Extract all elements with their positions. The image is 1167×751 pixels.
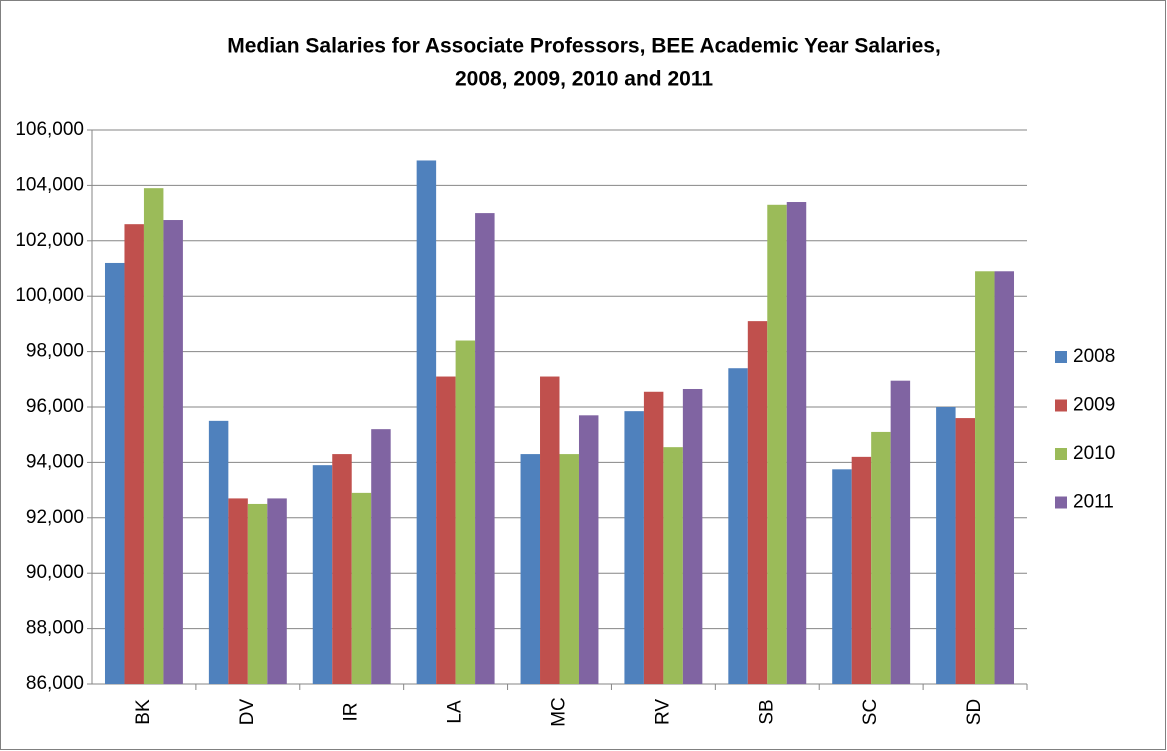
x-tick-label: LA <box>445 700 466 724</box>
legend-swatch <box>1055 496 1067 509</box>
bar <box>747 321 768 684</box>
bar <box>416 160 437 685</box>
x-tick-label: SD <box>964 699 985 725</box>
bar <box>332 454 352 684</box>
legend-swatch <box>1055 448 1067 460</box>
bar <box>475 213 495 684</box>
x-tick-label: IR <box>341 703 362 722</box>
bar <box>786 202 807 684</box>
y-tick-label: 104,000 <box>15 174 84 195</box>
bar <box>163 220 183 684</box>
bar <box>267 498 287 684</box>
legend-label: 2010 <box>1073 443 1115 464</box>
y-tick-label: 100,000 <box>15 285 84 306</box>
bar <box>832 469 852 684</box>
bar <box>351 492 372 684</box>
bar <box>890 380 911 684</box>
x-tick-label: MC <box>549 697 570 727</box>
x-tick-label: DV <box>237 698 258 725</box>
chart-title: Median Salaries for Associate Professors… <box>227 35 941 58</box>
y-tick-label: 94,000 <box>26 451 84 472</box>
y-tick-label: 92,000 <box>26 507 84 528</box>
x-tick-label: RV <box>652 699 673 725</box>
legend-label: 2011 <box>1073 492 1114 513</box>
legend-swatch <box>1055 351 1067 363</box>
bar <box>975 271 995 684</box>
legend-label: 2008 <box>1073 346 1115 367</box>
x-tick-label: BK <box>133 699 154 725</box>
bar <box>371 429 391 684</box>
chart-subtitle: 2008, 2009, 2010 and 2011 <box>455 68 713 91</box>
y-tick-label: 98,000 <box>26 341 84 362</box>
bar <box>578 415 599 684</box>
y-tick-label: 102,000 <box>15 230 84 251</box>
bar <box>728 368 748 684</box>
bar <box>682 388 703 684</box>
bar <box>871 431 891 684</box>
bar <box>436 376 456 684</box>
bar <box>994 271 1015 684</box>
legend-swatch <box>1055 399 1067 412</box>
y-tick-label: 86,000 <box>26 673 84 694</box>
bar <box>228 498 248 684</box>
bar <box>540 376 560 684</box>
y-tick-label: 96,000 <box>26 396 84 417</box>
x-tick-label: SC <box>860 699 881 725</box>
bar <box>104 262 125 684</box>
bar <box>851 456 872 684</box>
bar <box>663 447 683 684</box>
bar <box>955 418 976 684</box>
legend-label: 2009 <box>1073 395 1115 416</box>
bar <box>767 204 787 685</box>
bar <box>936 407 956 684</box>
bar <box>559 454 579 684</box>
bar <box>208 420 229 684</box>
bar <box>247 503 268 684</box>
bar <box>520 454 541 684</box>
bar <box>312 465 333 684</box>
y-tick-label: 106,000 <box>15 119 84 140</box>
y-tick-label: 88,000 <box>26 618 84 639</box>
bar <box>643 391 664 684</box>
bar <box>624 411 644 684</box>
bar <box>124 224 144 684</box>
bar <box>455 340 476 684</box>
bar <box>143 188 164 685</box>
y-tick-label: 90,000 <box>26 562 84 583</box>
x-tick-label: SB <box>756 699 777 724</box>
